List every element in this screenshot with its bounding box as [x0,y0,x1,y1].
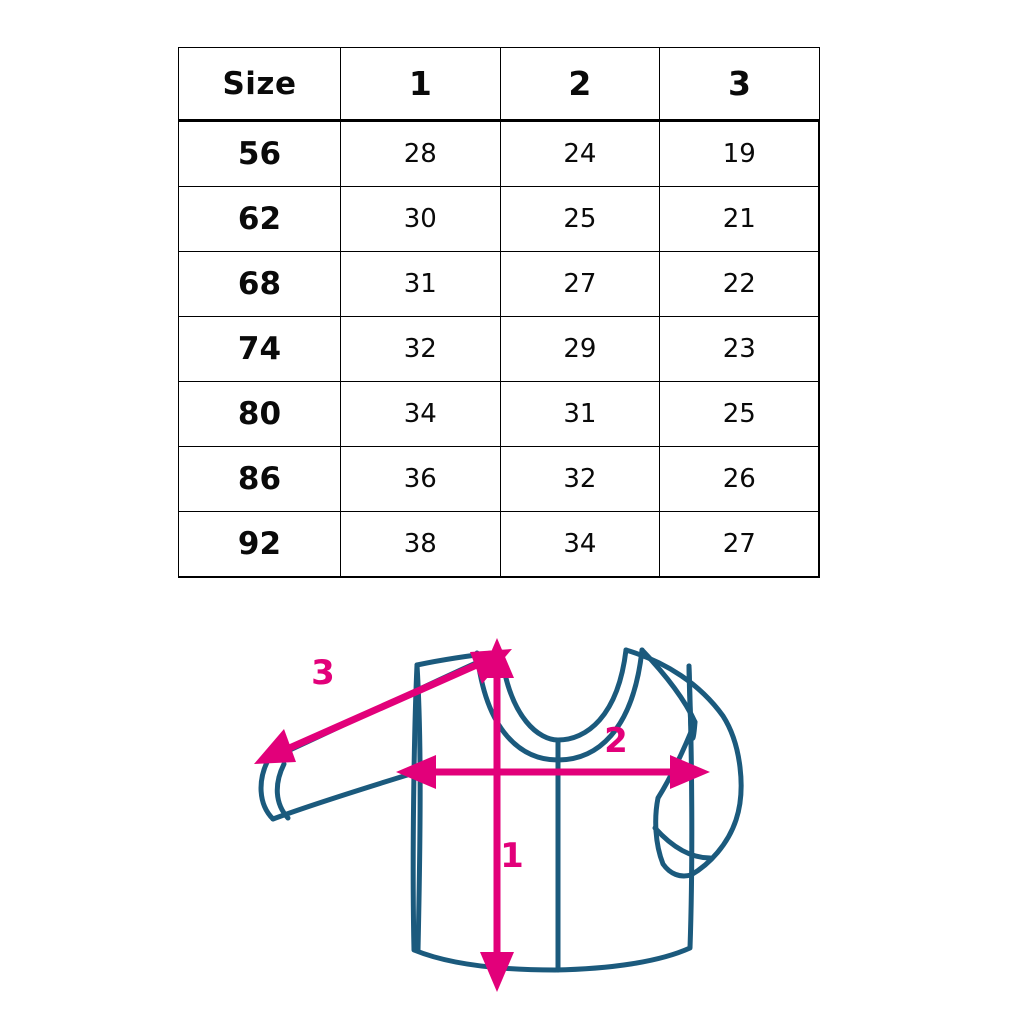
cell-measure-3: 21 [659,186,821,252]
column-header-1: 1 [340,47,501,122]
cell-measure-1: 30 [340,186,501,252]
cell-measure-3: 25 [659,381,821,447]
cell-measure-1: 34 [340,381,501,447]
table-row: 80 34 31 25 [178,381,821,447]
cell-size: 56 [178,120,341,187]
cell-measure-2: 25 [499,186,661,252]
table-row: 56 28 24 19 [178,120,821,187]
column-header-size: Size [178,47,341,122]
cell-size: 62 [178,186,341,252]
table-header-row: Size 1 2 3 [178,47,820,122]
cell-measure-2: 27 [499,251,661,317]
sleeve-label: 3 [311,653,335,693]
cell-measure-2: 32 [499,446,661,512]
cell-measure-2: 24 [499,120,661,187]
cell-size: 74 [178,316,341,382]
cell-measure-1: 31 [340,251,501,317]
cell-measure-3: 19 [659,120,821,187]
cell-size: 68 [178,251,341,317]
table-row: 74 32 29 23 [178,316,821,382]
cell-measure-3: 26 [659,446,821,512]
cell-size: 86 [178,446,341,512]
cell-measure-2: 31 [499,381,661,447]
cell-measure-3: 23 [659,316,821,382]
cell-measure-2: 34 [499,511,661,578]
size-chart-table: Size 1 2 3 56 28 24 19 62 30 25 21 68 31 [178,47,821,578]
cell-size: 80 [178,381,341,447]
cell-measure-1: 32 [340,316,501,382]
garment-outline-icon [258,647,744,973]
measurement-arrows [254,638,710,992]
length-label: 1 [500,836,524,876]
size-chart-table-container: Size 1 2 3 56 28 24 19 62 30 25 21 68 31 [178,47,821,578]
table-row: 62 30 25 21 [178,186,821,252]
table-row: 68 31 27 22 [178,251,821,317]
table-row: 92 38 34 27 [178,511,821,578]
cell-measure-1: 28 [340,120,501,187]
column-header-3: 3 [659,47,820,122]
cell-measure-3: 27 [659,511,821,578]
cell-measure-1: 36 [340,446,501,512]
sleeve-arrow-icon [254,649,512,764]
column-header-2: 2 [499,47,661,122]
cell-size: 92 [178,511,341,578]
cell-measure-3: 22 [659,251,821,317]
garment-measurement-diagram: 3 2 1 [218,612,778,1012]
cell-measure-2: 29 [499,316,661,382]
table-row: 86 36 32 26 [178,446,821,512]
cell-measure-1: 38 [340,511,501,578]
width-label: 2 [604,721,628,761]
width-arrow-icon [396,755,710,789]
